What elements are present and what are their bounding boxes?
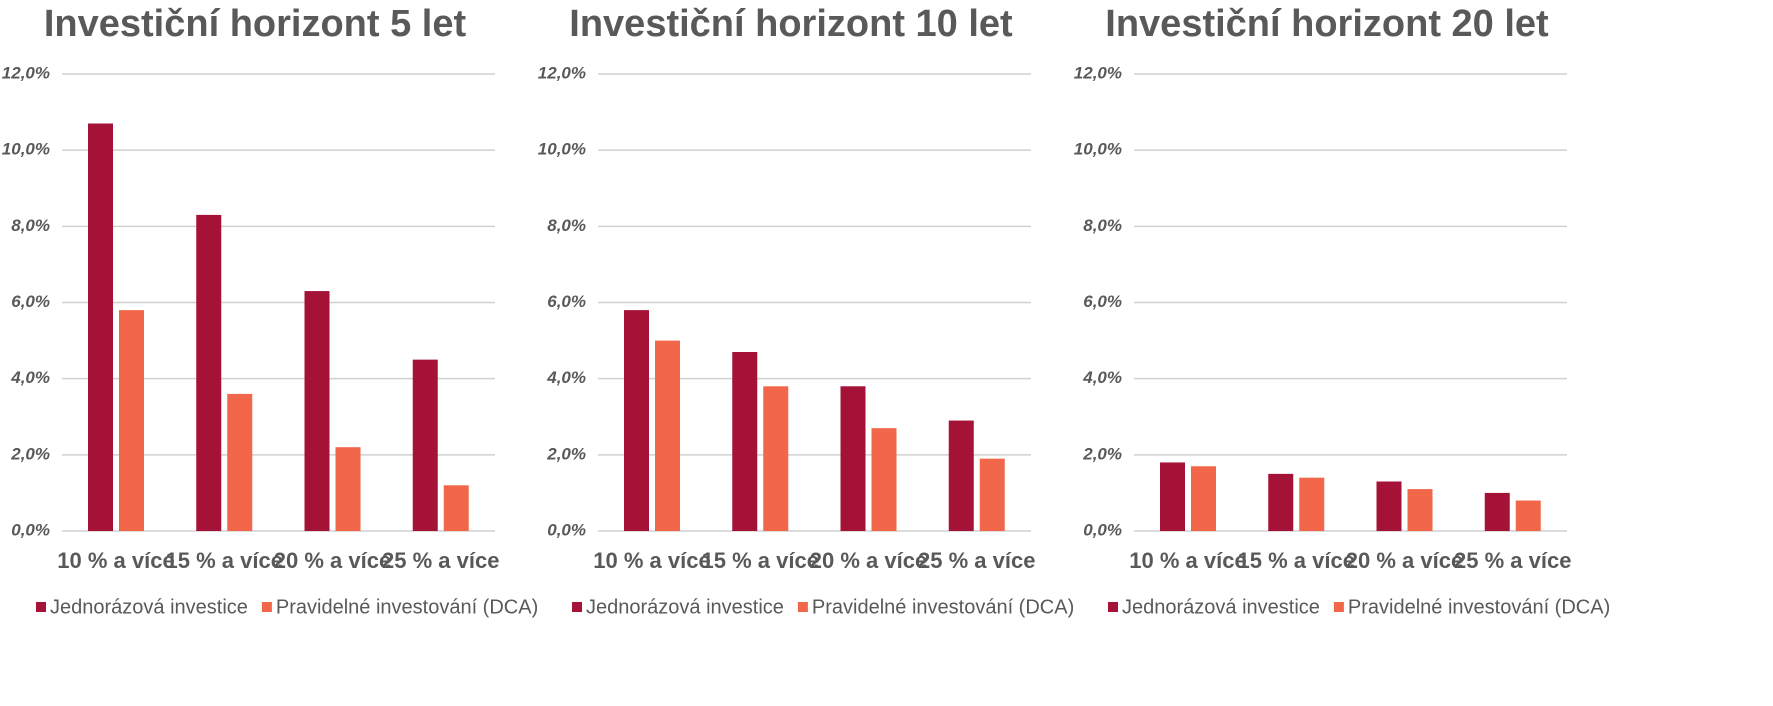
y-tick-label: 4,0% <box>546 368 586 387</box>
bar <box>1191 466 1216 531</box>
bar <box>979 458 1005 531</box>
y-tick-label: 2,0% <box>10 444 50 463</box>
legend-swatch <box>36 602 46 612</box>
legend-swatch <box>797 602 808 612</box>
chart: Investiční horizont 10 let 0,0% 2,0% 4,0% 6,… <box>538 3 1074 618</box>
y-tick-label: 12,0% <box>538 63 586 82</box>
bar <box>1268 473 1294 531</box>
y-tick-label: 6,0% <box>547 292 586 311</box>
x-tick-label: 10 % a více <box>1129 548 1246 573</box>
y-tick-label: 12,0% <box>1074 63 1122 82</box>
x-tick-label: 25 % a více <box>1454 548 1571 573</box>
bar <box>1376 481 1402 531</box>
legend-label: Jednorázová investice <box>50 596 248 618</box>
x-tick-label: 20 % a více <box>274 548 391 573</box>
x-tick-label: 15 % a více <box>166 548 283 573</box>
x-tick-label: 10 % a více <box>57 548 174 573</box>
x-tick-label: 15 % a více <box>1238 548 1355 573</box>
y-tick-label: 2,0% <box>1082 444 1122 463</box>
y-tick-label: 4,0% <box>1082 368 1122 387</box>
bar <box>1407 489 1433 531</box>
legend-swatch <box>261 602 272 612</box>
bar <box>732 352 758 531</box>
bar <box>335 447 361 531</box>
y-tick-label: 4,0% <box>10 368 50 387</box>
y-tick-label: 12,0% <box>2 63 50 82</box>
y-tick-label: 8,0% <box>11 216 50 235</box>
legend-swatch <box>1108 602 1118 612</box>
x-tick-label: 25 % a více <box>918 548 1035 573</box>
x-tick-label: 15 % a více <box>702 548 819 573</box>
bar <box>948 420 974 531</box>
x-tick-label: 25 % a více <box>382 548 499 573</box>
y-tick-label: 0,0% <box>1083 520 1122 539</box>
y-tick-label: 8,0% <box>547 216 586 235</box>
y-tick-label: 10,0% <box>538 140 586 159</box>
bar <box>1160 462 1185 531</box>
x-tick-label: 20 % a více <box>1346 548 1463 573</box>
y-tick-label: 0,0% <box>11 520 50 539</box>
chart-title: Investiční horizont 20 let <box>1105 3 1549 45</box>
bar <box>763 386 789 531</box>
y-tick-label: 6,0% <box>11 292 50 311</box>
chart-title: Investiční horizont 5 let <box>44 3 467 45</box>
y-tick-label: 8,0% <box>1083 216 1122 235</box>
bar <box>871 428 897 531</box>
bar <box>443 485 469 531</box>
legend-label: Jednorázová investice <box>1122 596 1320 618</box>
legend-label: Jednorázová investice <box>586 596 784 618</box>
legend-swatch <box>1333 602 1344 612</box>
chart: Investiční horizont 20 let 0,0% 2,0% 4,0% 6,… <box>1074 3 1610 618</box>
chart-title: Investiční horizont 10 let <box>569 3 1013 45</box>
bar <box>196 214 222 532</box>
bar <box>655 340 680 531</box>
y-tick-label: 6,0% <box>1083 292 1122 311</box>
bar <box>412 359 438 531</box>
bar <box>304 291 330 531</box>
y-tick-label: 10,0% <box>2 140 50 159</box>
legend-label: Pravidelné investování (DCA) <box>1348 596 1610 618</box>
bar <box>119 310 144 531</box>
legend-swatch <box>572 602 582 612</box>
bar <box>1515 500 1541 531</box>
y-tick-label: 0,0% <box>547 520 586 539</box>
bar <box>1484 492 1510 531</box>
y-tick-label: 2,0% <box>546 444 586 463</box>
bar <box>624 310 649 531</box>
bar <box>227 393 253 531</box>
bar <box>1299 477 1325 531</box>
y-tick-label: 10,0% <box>1074 140 1122 159</box>
x-tick-label: 20 % a více <box>810 548 927 573</box>
bar <box>88 123 113 531</box>
legend-label: Pravidelné investování (DCA) <box>276 596 538 618</box>
x-tick-label: 10 % a více <box>593 548 710 573</box>
bar <box>840 386 866 531</box>
legend-label: Pravidelné investování (DCA) <box>812 596 1074 618</box>
chart: Investiční horizont 5 let 0,0% 2,0% 4,0% 6,0… <box>2 3 538 618</box>
